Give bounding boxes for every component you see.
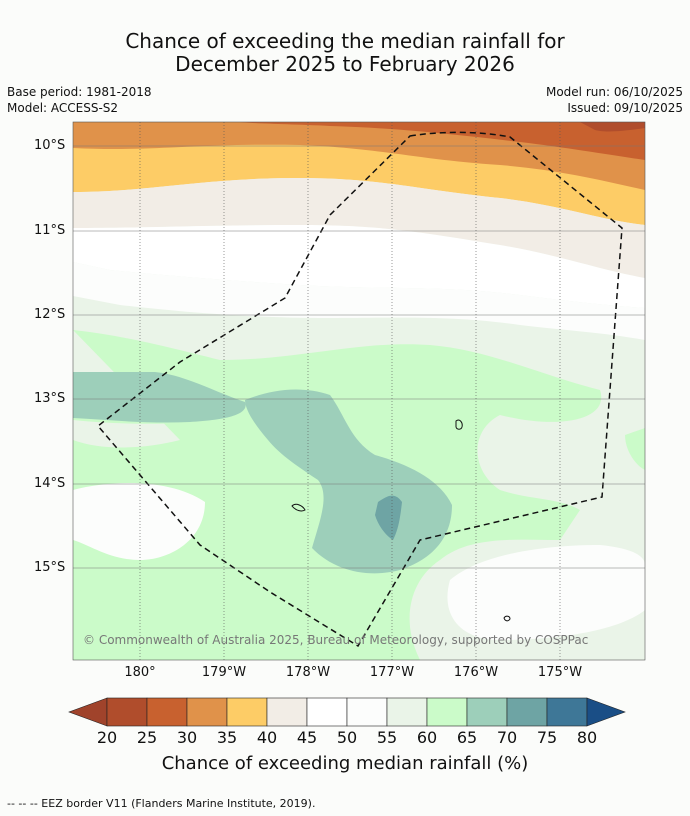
colorbar [68,697,626,727]
eez-border [96,131,623,648]
lon-label: 176°W [453,665,499,680]
contour-65-70-west [73,372,246,423]
colorbar-swatch [266,697,308,727]
colorbar-swatch [186,697,228,727]
colorbar-swatch [506,697,548,727]
colorbar-tick-label: 20 [96,728,118,747]
colorbar-swatch [346,697,388,727]
lat-label: 15°S [34,560,66,575]
colorbar-swatch [306,697,348,727]
model-run: Model run: 06/10/2025 [545,85,683,99]
colorbar-tick-label: 40 [256,728,278,747]
base-period: Base period: 1981-2018 [7,85,152,99]
attribution: © Commonwealth of Australia 2025, Bureau… [83,633,589,647]
colorbar-tick-label: 45 [296,728,318,747]
colorbar-swatch [226,697,268,727]
model-name: Model: ACCESS-S2 [7,101,119,115]
map-title: Chance of exceeding the median rainfall … [0,30,690,76]
meta-right: Model run: 06/10/2025 Issued: 09/10/2025 [546,84,683,116]
colorbar-title: Chance of exceeding median rainfall (%) [161,753,529,774]
colorbar-swatch [386,697,428,727]
lat-label: 14°S [34,476,66,491]
contour-20-25 [580,122,645,132]
colorbar-extend-low [68,697,108,727]
meta-left: Base period: 1981-2018 Model: ACCESS-S2 [7,84,152,116]
title-line-2: December 2025 to February 2026 [175,52,515,76]
lon-label: 178°W [285,665,331,680]
contour-70-75 [375,495,402,540]
contour-65-70-central [245,389,452,574]
footnote: -- -- -- EEZ border V11 (Flanders Marine… [7,797,316,810]
contour-50-55 [73,262,645,340]
map-contours [73,122,645,660]
colorbar-tick-label: 55 [376,728,398,747]
issued-date: Issued: 09/10/2025 [567,101,683,115]
lat-label: 10°S [34,138,66,153]
contour-white-sw [73,482,205,560]
colorbar-tick-label: 60 [416,728,438,747]
lat-label: 11°S [34,223,66,238]
colorbar-tick-label: 80 [576,728,598,747]
map-frame [72,121,646,661]
colorbar-tick-label: 75 [536,728,558,747]
colorbar-tick-label: 30 [176,728,198,747]
colorbar-swatch [546,697,588,727]
colorbar-tick-label: 65 [456,728,478,747]
lat-label: 12°S [34,307,66,322]
gridlines [73,122,645,660]
contour-60-65-east [625,428,645,470]
colorbar-swatch [146,697,188,727]
colorbar-extend-high [586,697,626,727]
colorbar-tick-label: 50 [336,728,358,747]
lon-label: 177°W [369,665,415,680]
title-line-1: Chance of exceeding the median rainfall … [125,29,565,53]
contour-45-50 [73,225,645,308]
lat-label: 13°S [34,391,66,406]
contour-white-se [447,545,645,640]
colorbar-tick-label: 35 [216,728,238,747]
colorbar-swatch [466,697,508,727]
colorbar-tick-label: 25 [136,728,158,747]
contour-60-65-sw [73,588,147,660]
contour-25-30 [240,122,645,160]
island-outline [455,419,463,430]
lon-label: 175°W [537,665,583,680]
contour-40-45 [73,178,645,278]
lon-label: 180° [124,665,156,680]
colorbar-swatch [106,697,148,727]
lon-label: 179°W [201,665,247,680]
colorbar-swatch [426,697,468,727]
colorbar-tick-label: 70 [496,728,518,747]
island-outline [291,503,306,512]
island-outline [503,615,511,622]
